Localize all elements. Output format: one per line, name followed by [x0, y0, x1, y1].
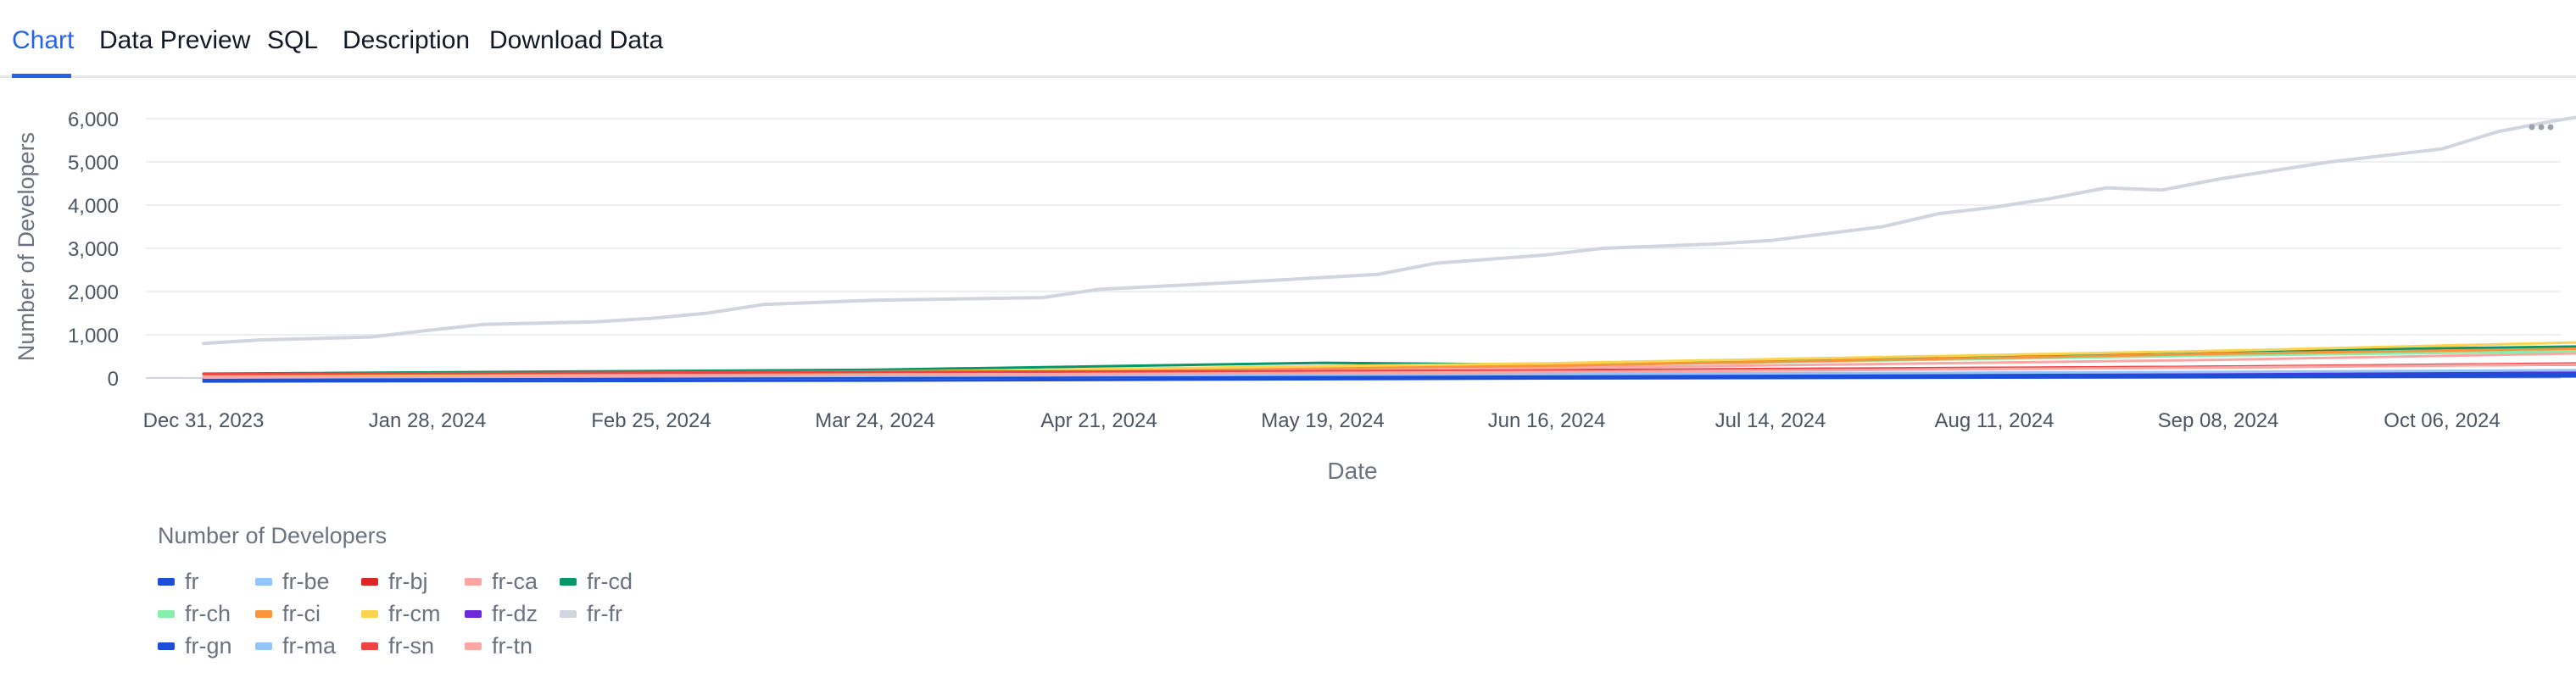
x-tick-label: Mar 24, 2024	[815, 409, 934, 432]
legend-swatch	[255, 577, 272, 586]
tab-download-data[interactable]: Download Data	[489, 26, 664, 54]
legend-item-fr-bj[interactable]: fr-bj	[361, 566, 465, 597]
y-tick-label: 0	[108, 368, 119, 391]
legend-label: fr-ca	[492, 568, 538, 594]
y-tick-label: 6,000	[68, 108, 119, 131]
x-axis-label: Date	[1327, 458, 1377, 484]
legend-items: fr fr-be fr-bj fr-ca fr-cd fr-ch fr-ci fr-cm fr-…	[158, 566, 653, 661]
menu-dot	[2529, 124, 2535, 131]
legend-item-fr-sn[interactable]: fr-sn	[361, 631, 465, 661]
legend-label: fr-ci	[282, 600, 321, 626]
legend-label: fr-ch	[185, 600, 231, 626]
series-line-fr-gn	[202, 373, 2576, 381]
legend-item-fr-tn[interactable]: fr-tn	[465, 631, 560, 661]
x-tick-label: Sep 08, 2024	[2158, 409, 2279, 432]
more-horizontal-icon[interactable]	[2529, 124, 2554, 131]
legend-label: fr-bj	[388, 568, 428, 594]
legend-swatch	[361, 609, 378, 618]
y-tick-label: 3,000	[68, 238, 119, 261]
legend-label: fr-ma	[282, 632, 336, 659]
series-line-fr-fr	[202, 115, 2576, 346]
tab-description[interactable]: Description	[343, 26, 471, 54]
menu-dot	[2547, 124, 2554, 131]
legend-item-fr-ch[interactable]: fr-ch	[158, 598, 255, 629]
legend-swatch	[158, 642, 175, 650]
x-tick-label: Feb 25, 2024	[591, 409, 711, 432]
legend-label: fr-fr	[587, 600, 622, 626]
legend-item-fr-dz[interactable]: fr-dz	[465, 598, 560, 629]
series-line-fr	[202, 375, 2576, 383]
x-tick-label: Apr 21, 2024	[1040, 409, 1157, 432]
tab-bar: Chart Data Preview SQL Description Downl…	[0, 0, 2576, 78]
legend-item-fr-ma[interactable]: fr-ma	[255, 631, 361, 661]
x-tick-label: Jan 28, 2024	[369, 409, 487, 432]
y-tick-label: 4,000	[68, 195, 119, 218]
legend-swatch	[361, 577, 378, 586]
legend-label: fr-cd	[587, 568, 633, 594]
legend-swatch	[560, 609, 577, 618]
legend-label: fr-dz	[492, 600, 538, 626]
legend-swatch	[465, 642, 482, 650]
x-tick-label: Dec 31, 2023	[143, 409, 265, 432]
legend-label: fr-gn	[185, 632, 232, 659]
legend-swatch	[158, 577, 175, 586]
legend-title: Number of Developers	[158, 523, 388, 548]
x-tick-label: Jul 14, 2024	[1715, 409, 1826, 432]
legend-item-fr-cm[interactable]: fr-cm	[361, 598, 465, 629]
tab-sql[interactable]: SQL	[267, 26, 319, 54]
legend-swatch	[465, 577, 482, 586]
menu-dot	[2538, 124, 2545, 131]
x-tick-label: May 19, 2024	[1261, 409, 1384, 432]
y-tick-label: 5,000	[68, 152, 119, 175]
legend-swatch	[361, 642, 378, 650]
legend-swatch	[255, 609, 272, 618]
line-chart: 0 1,000 2,000 3,000 4,000 5,000 6,000 Dec 31, 2…	[14, 108, 2576, 484]
x-tick-label: Jun 16, 2024	[1488, 409, 1606, 432]
legend-swatch	[255, 642, 272, 650]
legend-item-fr-be[interactable]: fr-be	[255, 566, 361, 597]
tab-chart[interactable]: Chart	[12, 26, 75, 54]
x-tick-label: Aug 11, 2024	[1934, 409, 2054, 432]
legend-label: fr-be	[282, 568, 330, 594]
legend-item-fr-gn[interactable]: fr-gn	[158, 631, 255, 661]
legend-swatch	[465, 609, 482, 618]
legend-label: fr-tn	[492, 632, 533, 659]
legend-label: fr	[185, 568, 199, 594]
legend-item-fr-ci[interactable]: fr-ci	[255, 598, 361, 629]
active-tab-indicator	[12, 74, 71, 78]
y-tick-label: 1,000	[68, 325, 119, 347]
y-axis-label: Number of Developers	[14, 132, 39, 361]
legend-item-fr[interactable]: fr	[158, 566, 255, 597]
legend-item-fr-fr[interactable]: fr-fr	[560, 598, 653, 629]
legend-item-fr-cd[interactable]: fr-cd	[560, 566, 653, 597]
legend-swatch	[560, 577, 577, 586]
legend-label: fr-sn	[388, 632, 434, 659]
legend-label: fr-cm	[388, 600, 441, 626]
y-tick-label: 2,000	[68, 281, 119, 304]
legend-swatch	[158, 609, 175, 618]
chart-legend: Number of Developers fr fr-be fr-bj fr-ca fr…	[158, 523, 653, 661]
x-tick-label: Oct 06, 2024	[2384, 409, 2500, 432]
legend-item-fr-ca[interactable]: fr-ca	[465, 566, 560, 597]
tab-data-preview[interactable]: Data Preview	[99, 26, 251, 54]
series-line-fr-tn	[202, 363, 2576, 379]
